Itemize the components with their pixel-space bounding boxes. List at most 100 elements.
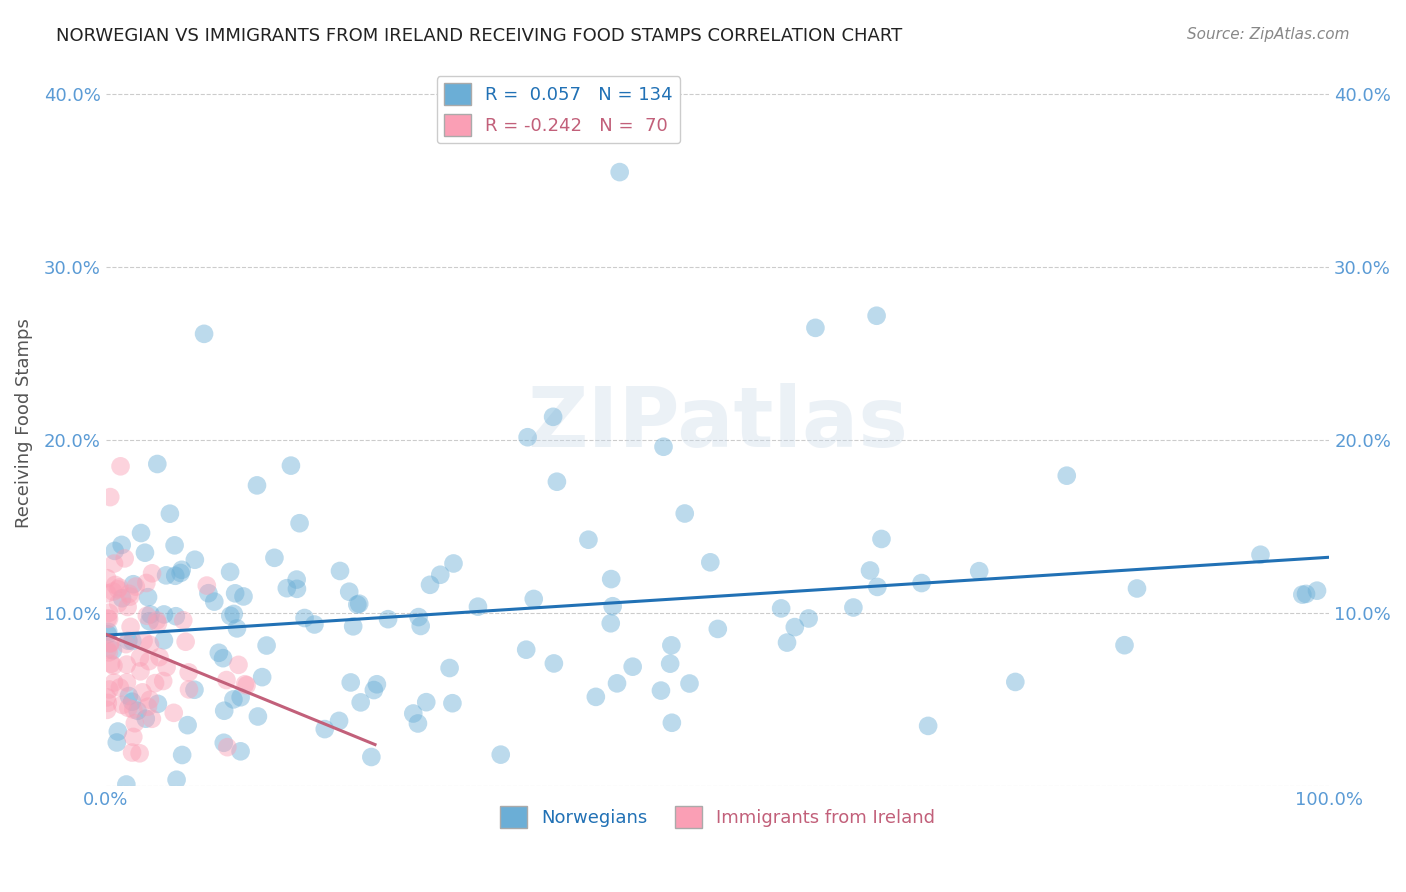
Point bbox=[97, 642, 120, 657]
Point bbox=[208, 646, 231, 660]
Point bbox=[1126, 582, 1149, 596]
Point bbox=[129, 650, 152, 665]
Point bbox=[222, 607, 245, 621]
Point bbox=[541, 409, 564, 424]
Point bbox=[776, 635, 799, 649]
Point bbox=[314, 722, 336, 736]
Point bbox=[217, 740, 239, 755]
Point bbox=[125, 580, 148, 594]
Point bbox=[176, 718, 198, 732]
Point bbox=[193, 326, 215, 341]
Point bbox=[117, 599, 139, 614]
Point bbox=[415, 695, 437, 709]
Point bbox=[115, 657, 138, 672]
Point bbox=[229, 690, 252, 705]
Point bbox=[342, 619, 364, 633]
Point bbox=[489, 747, 512, 762]
Point bbox=[439, 661, 461, 675]
Point bbox=[103, 675, 125, 690]
Point bbox=[153, 607, 176, 622]
Point bbox=[467, 599, 489, 614]
Point bbox=[115, 637, 138, 651]
Point bbox=[163, 706, 186, 720]
Point bbox=[276, 581, 298, 595]
Point bbox=[122, 702, 145, 716]
Point bbox=[910, 576, 932, 591]
Point bbox=[699, 555, 721, 569]
Point bbox=[402, 706, 425, 721]
Point bbox=[135, 576, 157, 591]
Point bbox=[108, 681, 131, 695]
Point bbox=[350, 695, 373, 709]
Point bbox=[98, 636, 121, 650]
Point bbox=[215, 673, 238, 687]
Point bbox=[101, 643, 124, 657]
Point bbox=[121, 634, 143, 648]
Point bbox=[134, 546, 156, 560]
Point bbox=[135, 712, 157, 726]
Point bbox=[96, 586, 118, 600]
Point bbox=[107, 597, 129, 611]
Point bbox=[1291, 588, 1313, 602]
Point bbox=[1250, 548, 1272, 562]
Point bbox=[233, 677, 256, 691]
Point bbox=[707, 622, 730, 636]
Point bbox=[360, 750, 382, 764]
Point bbox=[585, 690, 607, 704]
Point bbox=[146, 457, 169, 471]
Point bbox=[155, 660, 177, 674]
Text: ZIPatlas: ZIPatlas bbox=[527, 383, 908, 464]
Point bbox=[110, 459, 132, 474]
Point bbox=[107, 582, 129, 597]
Point bbox=[229, 744, 252, 758]
Point bbox=[121, 746, 143, 760]
Point bbox=[136, 590, 159, 604]
Point bbox=[98, 682, 121, 697]
Point bbox=[870, 532, 893, 546]
Point bbox=[226, 621, 249, 635]
Point bbox=[146, 697, 169, 711]
Point bbox=[609, 165, 631, 179]
Point bbox=[138, 614, 160, 628]
Point bbox=[170, 563, 193, 577]
Point bbox=[129, 526, 152, 541]
Point bbox=[285, 582, 308, 596]
Point bbox=[1004, 675, 1026, 690]
Point bbox=[1306, 583, 1329, 598]
Point bbox=[165, 568, 187, 582]
Point bbox=[202, 594, 225, 608]
Point bbox=[678, 676, 700, 690]
Point bbox=[111, 591, 134, 606]
Point bbox=[155, 568, 177, 582]
Point bbox=[516, 430, 538, 444]
Point bbox=[346, 598, 368, 612]
Legend: Norwegians, Immigrants from Ireland: Norwegians, Immigrants from Ireland bbox=[492, 799, 942, 836]
Point bbox=[280, 458, 302, 473]
Point bbox=[177, 682, 200, 697]
Point bbox=[294, 611, 316, 625]
Point bbox=[219, 608, 242, 623]
Point bbox=[115, 777, 138, 791]
Point bbox=[406, 716, 429, 731]
Point bbox=[97, 645, 120, 659]
Point bbox=[146, 614, 169, 628]
Point bbox=[578, 533, 600, 547]
Point bbox=[96, 571, 118, 585]
Point bbox=[111, 698, 134, 712]
Point bbox=[337, 584, 360, 599]
Point bbox=[599, 616, 621, 631]
Point bbox=[661, 715, 683, 730]
Point bbox=[441, 696, 464, 710]
Point bbox=[96, 690, 118, 705]
Point bbox=[166, 772, 188, 787]
Point bbox=[263, 550, 285, 565]
Text: NORWEGIAN VS IMMIGRANTS FROM IRELAND RECEIVING FOOD STAMPS CORRELATION CHART: NORWEGIAN VS IMMIGRANTS FROM IRELAND REC… bbox=[56, 27, 903, 45]
Point bbox=[256, 639, 278, 653]
Point bbox=[917, 719, 939, 733]
Point bbox=[621, 659, 644, 673]
Point bbox=[408, 610, 430, 624]
Point bbox=[97, 627, 120, 641]
Point bbox=[98, 612, 121, 626]
Point bbox=[328, 714, 350, 728]
Point bbox=[652, 440, 675, 454]
